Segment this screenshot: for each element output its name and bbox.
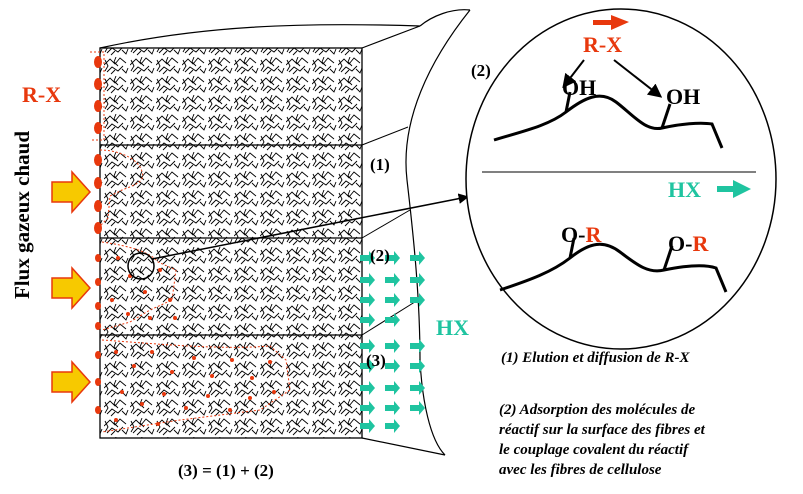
note-adsorption-line-2: réactif sur la surface des fibres et [499, 422, 705, 438]
note-adsorption-line-3: le couplage covalent du réactif [499, 442, 689, 458]
step-3-label: (3) [366, 351, 386, 370]
diffusion-paths [90, 51, 291, 433]
zoom-step-label: (2) [471, 61, 491, 80]
hx-zoom-arrow [717, 180, 751, 198]
ether-left-label: O-R [561, 224, 601, 246]
gas-flow-label: Flux gazeux chaud [10, 130, 34, 300]
zoom-pointer [127, 193, 470, 280]
reagent-dots [110, 256, 276, 426]
oxygen-left: O- [561, 222, 586, 247]
gas-flow-arrows [51, 170, 92, 404]
hx-zoom-label: HX [668, 177, 701, 202]
hx-block-label: HX [436, 315, 469, 340]
zoom-reagent-label: R-X [583, 32, 623, 57]
oxygen-right: O- [668, 231, 693, 256]
hydroxyl-left-label: OH [562, 75, 597, 100]
hydroxyl-right-label: OH [666, 84, 701, 109]
cellulose-chain-or [499, 237, 728, 293]
cellulose-chain-oh [493, 91, 724, 149]
reagent-droplets [94, 56, 102, 414]
reagent-label: R-X [22, 82, 62, 107]
note-adsorption: (2) Adsorption des molécules de réactif … [499, 400, 705, 480]
step-2-label: (2) [370, 246, 390, 265]
hx-arrows [360, 251, 425, 433]
alkyl-right: R [692, 231, 709, 256]
reagent-direction-arrow [593, 15, 629, 30]
ether-right-label: O-R [668, 233, 708, 255]
equation-label: (3) = (1) + (2) [178, 461, 274, 480]
step-1-label: (1) [370, 155, 390, 174]
reagent-attack-arrows [562, 59, 663, 98]
note-adsorption-line-4: avec les fibres de cellulose [499, 462, 662, 478]
alkyl-left: R [585, 222, 602, 247]
note-elution: (1) Elution et diffusion de R-X [501, 350, 690, 366]
zoom-ellipse [465, 8, 777, 350]
note-adsorption-line-1: (2) Adsorption des molécules de [499, 402, 696, 418]
